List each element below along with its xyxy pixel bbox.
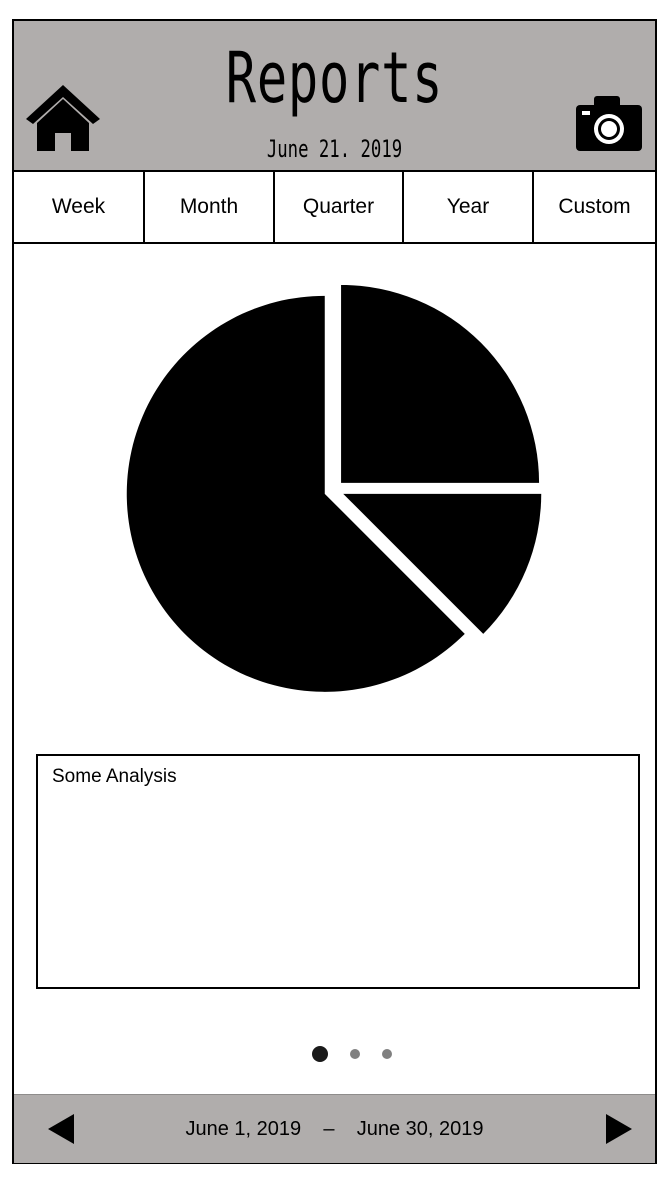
range-end: June 30, 2019 xyxy=(356,1118,484,1140)
page-dot-1[interactable] xyxy=(312,1046,328,1062)
period-tabs: Week Month Quarter Year Custom xyxy=(12,170,657,244)
phone-frame: Reports June 21. 2019 Week Month Quarter… xyxy=(12,19,657,1164)
page-dot-3[interactable] xyxy=(382,1049,392,1059)
tab-year[interactable]: Year xyxy=(404,172,534,242)
analysis-text: Some Analysis xyxy=(52,766,177,787)
pie-slice-2 xyxy=(343,493,542,634)
page-title: Reports xyxy=(225,37,444,119)
home-icon[interactable] xyxy=(24,83,102,153)
header-bar: Reports June 21. 2019 xyxy=(14,21,655,171)
triangle-left-icon[interactable] xyxy=(46,1112,76,1146)
triangle-right-icon[interactable] xyxy=(604,1112,634,1146)
page-dot-2[interactable] xyxy=(350,1049,360,1059)
analysis-box: Some Analysis xyxy=(36,754,640,989)
pie-slice-3 xyxy=(126,295,465,692)
pie-slice-1 xyxy=(341,285,540,483)
tab-custom[interactable]: Custom xyxy=(558,195,631,218)
current-date: June 21. 2019 xyxy=(266,135,403,163)
tab-quarter[interactable]: Quarter xyxy=(275,172,404,242)
tab-week[interactable]: Week xyxy=(14,172,145,242)
camera-icon[interactable] xyxy=(576,95,642,151)
footer-bar: June 1, 2019 – June 30, 2019 xyxy=(14,1094,655,1163)
tab-month[interactable]: Month xyxy=(145,172,275,242)
page-indicator xyxy=(14,1044,655,1064)
range-separator: – xyxy=(323,1118,335,1140)
pie-chart xyxy=(126,285,542,692)
range-start: June 1, 2019 xyxy=(185,1118,302,1140)
date-range: June 1, 2019 – June 30, 2019 xyxy=(14,1115,655,1143)
